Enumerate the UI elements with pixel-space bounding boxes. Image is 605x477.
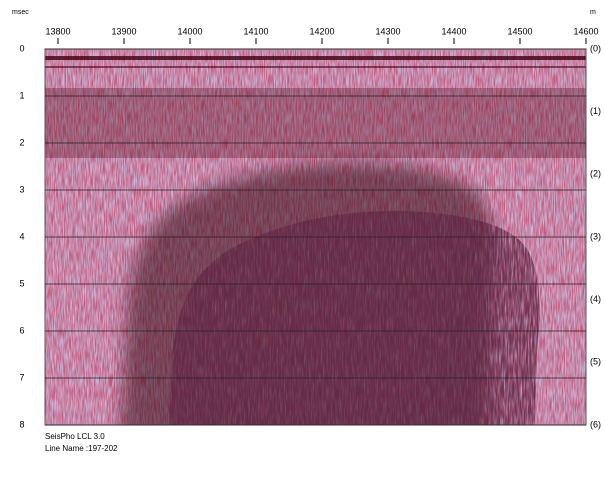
y-tick-label: 0 [19, 43, 24, 53]
y-tick-label: 1 [19, 90, 24, 100]
y-tick-label: 3 [19, 184, 24, 194]
footer-line: SeisPho LCL 3.0 [45, 432, 105, 441]
right-label: (1) [590, 106, 601, 116]
x-tick-label: 14200 [309, 26, 334, 36]
x-tick-label: 14500 [507, 26, 532, 36]
right-label: (6) [590, 419, 601, 429]
seismic-view: msec m SeisPho LCL 3.0 Line Name :197-20… [0, 0, 605, 477]
x-tick-label: 13800 [45, 26, 70, 36]
right-label: (5) [590, 357, 601, 367]
x-unit: m [590, 9, 596, 16]
x-tick-label: 14400 [441, 26, 466, 36]
right-label: (3) [590, 231, 601, 241]
y-unit: msec [12, 9, 29, 16]
y-tick-label: 5 [19, 278, 24, 288]
right-label: (0) [590, 43, 601, 53]
x-tick-label: 14000 [177, 26, 202, 36]
y-tick-label: 8 [19, 419, 24, 429]
seismic-image [45, 49, 586, 440]
x-tick-label: 14300 [375, 26, 400, 36]
x-tick-label: 13900 [111, 26, 136, 36]
right-label: (2) [590, 169, 601, 179]
y-tick-label: 7 [19, 372, 24, 382]
x-tick-label: 14100 [243, 26, 268, 36]
y-tick-label: 4 [19, 231, 24, 241]
x-tick-label: 14600 [573, 26, 598, 36]
y-tick-label: 6 [19, 325, 24, 335]
footer-line: Line Name :197-202 [45, 444, 118, 453]
right-label: (4) [590, 294, 601, 304]
y-tick-label: 2 [19, 137, 24, 147]
